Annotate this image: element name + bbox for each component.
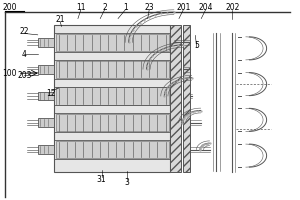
Bar bbox=[54, 25, 170, 171]
Bar bbox=[56, 87, 169, 105]
Bar bbox=[183, 25, 190, 171]
Text: 204: 204 bbox=[198, 3, 213, 12]
Bar bbox=[56, 141, 169, 158]
Text: 2: 2 bbox=[102, 3, 107, 12]
Text: 4: 4 bbox=[22, 50, 27, 59]
Bar bbox=[56, 61, 169, 78]
Text: 202: 202 bbox=[225, 3, 240, 12]
Text: 11: 11 bbox=[76, 3, 86, 12]
Text: 22: 22 bbox=[20, 27, 29, 36]
Bar bbox=[56, 114, 169, 131]
Bar bbox=[170, 25, 181, 171]
Text: 5: 5 bbox=[194, 41, 199, 50]
Text: 31: 31 bbox=[97, 175, 106, 184]
Text: 3: 3 bbox=[124, 178, 129, 187]
Bar bbox=[38, 145, 54, 154]
Text: 21: 21 bbox=[55, 15, 65, 24]
Text: 201: 201 bbox=[176, 3, 190, 12]
Bar bbox=[56, 34, 169, 51]
Text: 1: 1 bbox=[123, 3, 128, 12]
Bar bbox=[38, 65, 54, 74]
Text: 12: 12 bbox=[46, 89, 56, 98]
Text: 200: 200 bbox=[2, 3, 17, 12]
Text: 100: 100 bbox=[2, 69, 17, 78]
Bar bbox=[38, 118, 54, 127]
Text: 23: 23 bbox=[144, 3, 154, 12]
Bar bbox=[38, 38, 54, 47]
Bar bbox=[38, 92, 54, 100]
Text: 203: 203 bbox=[17, 71, 32, 80]
